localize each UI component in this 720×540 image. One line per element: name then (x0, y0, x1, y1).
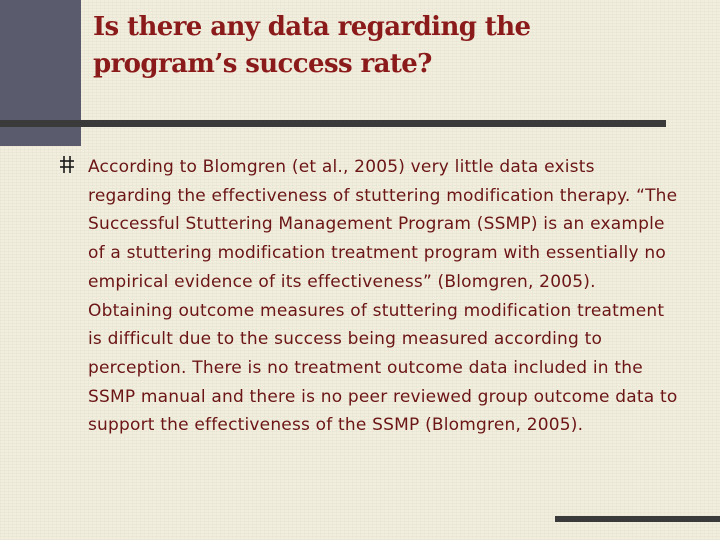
slide-title: Is there any data regarding the program’… (93, 12, 531, 79)
bullet-paragraph: According to Blomgren (et al., 2005) ver… (88, 157, 678, 436)
hash-bullet-icon (58, 154, 78, 174)
title-divider (0, 120, 666, 127)
footer-divider (555, 516, 720, 522)
